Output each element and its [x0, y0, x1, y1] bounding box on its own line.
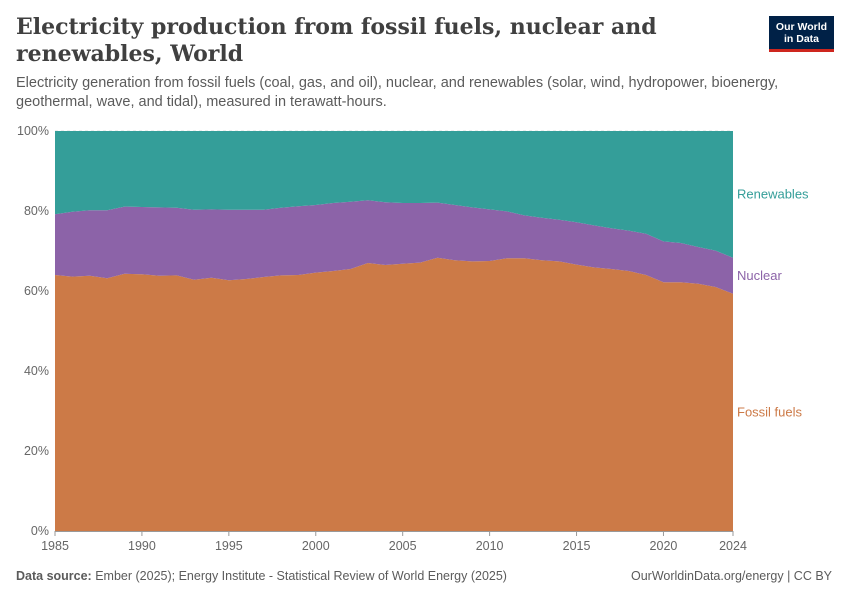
y-tick-label: 60%	[24, 284, 49, 298]
data-source-label: Data source:	[16, 569, 92, 583]
y-tick-label: 20%	[24, 444, 49, 458]
x-tick-label: 2005	[389, 539, 417, 553]
x-tick-label: 1995	[215, 539, 243, 553]
y-tick-label: 40%	[24, 364, 49, 378]
area-nuclear[interactable]	[55, 200, 733, 294]
y-tick-label: 80%	[24, 204, 49, 218]
area-series	[55, 131, 733, 531]
chart-title: Electricity production from fossil fuels…	[16, 14, 657, 67]
x-tick-label: 1990	[128, 539, 156, 553]
chart-subtitle: Electricity generation from fossil fuels…	[16, 75, 779, 110]
x-tick-label: 2020	[650, 539, 678, 553]
area-renewables[interactable]	[55, 131, 733, 258]
x-tick-label: 2010	[476, 539, 504, 553]
data-source-text: Ember (2025); Energy Institute - Statist…	[95, 569, 507, 583]
owid-logo[interactable]: Our World in Data	[769, 16, 834, 52]
logo-line-1: Our World	[775, 21, 828, 33]
y-tick-label: 0%	[31, 524, 49, 538]
axes: 0% 20% 40% 60% 80% 100% 1985 1990 1995 2000 2005 20…	[17, 124, 747, 553]
area-fossil-fuels[interactable]	[55, 257, 733, 531]
series-labels: Fossil fuels Nuclear Renewables	[737, 186, 809, 419]
y-tick-label: 100%	[17, 124, 49, 138]
data-source: Data source: Ember (2025); Energy Instit…	[16, 569, 507, 583]
x-tick-label: 2015	[563, 539, 591, 553]
series-label-renewables: Renewables	[737, 186, 809, 201]
logo-line-2: in Data	[783, 33, 819, 45]
x-tick-label: 1985	[41, 539, 69, 553]
x-tick-label: 2024	[719, 539, 747, 553]
series-label-fossil-fuels: Fossil fuels	[737, 404, 803, 419]
x-tick-label: 2000	[302, 539, 330, 553]
series-label-nuclear: Nuclear	[737, 268, 782, 283]
footer-link[interactable]: OurWorldinData.org/energy | CC BY	[630, 569, 832, 583]
